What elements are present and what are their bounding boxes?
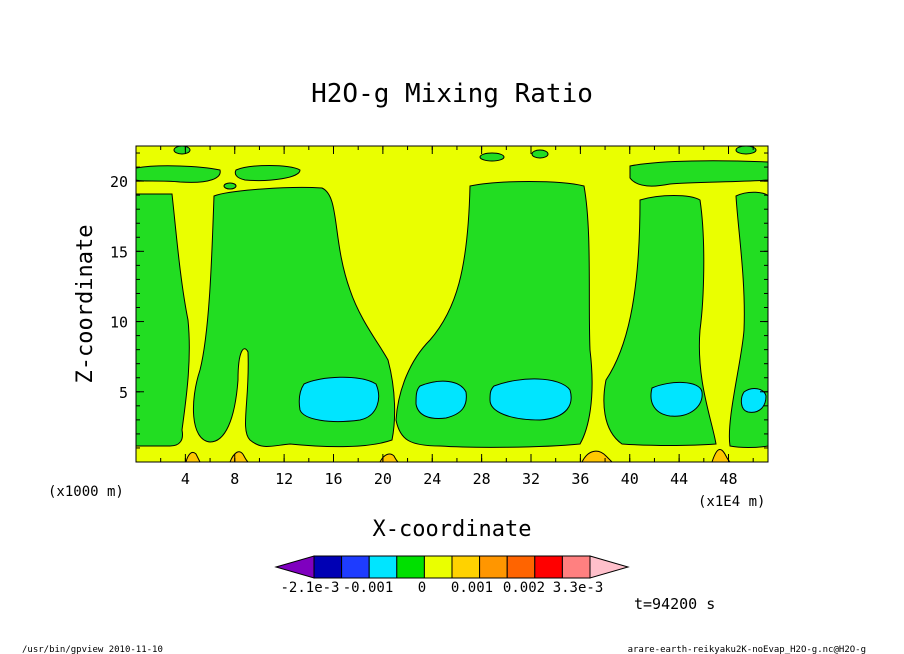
x-tick-label: 24 — [423, 470, 441, 488]
y-tick-label: 5 — [119, 384, 128, 402]
y-tick-label: 10 — [110, 314, 128, 332]
cyan-region-1 — [298, 376, 380, 423]
x-tick-label: 12 — [275, 470, 293, 488]
colorbar-over-triangle — [589, 555, 630, 579]
colorbar-swatch — [534, 555, 563, 579]
x-tick-label: 16 — [324, 470, 342, 488]
cyan-region-3 — [489, 378, 572, 421]
colorbar: -2.1e-3 -0.001 0 0.001 0.002 3.3e-3 — [274, 555, 630, 596]
colorbar-under-triangle — [274, 555, 315, 579]
colorbar-swatch — [423, 555, 453, 579]
y-axis: 5 10 15 20 — [110, 152, 768, 449]
colorbar-label: 3.3e-3 — [553, 580, 604, 596]
colorbar-swatch — [561, 555, 591, 579]
x-unit-left: (x1000 m) — [48, 484, 124, 500]
plot-area — [135, 145, 769, 463]
x-tick-label: 36 — [571, 470, 589, 488]
x-tick-label: 44 — [670, 470, 688, 488]
x-axis-label: X-coordinate — [373, 517, 532, 542]
green-strip-top-right — [629, 160, 769, 187]
y-tick-label: 15 — [110, 243, 128, 261]
green-blob-3 — [531, 149, 549, 159]
colorbar-label: -0.001 — [343, 580, 394, 596]
colorbar-swatch — [451, 555, 481, 579]
cyan-region-2 — [415, 380, 467, 419]
y-tick-label: 20 — [110, 173, 128, 191]
colorbar-swatch — [396, 555, 425, 579]
footer-left: /usr/bin/gpview 2010-11-10 — [22, 645, 163, 654]
x-tick-label: 28 — [473, 470, 491, 488]
colorbar-swatch — [313, 555, 343, 579]
cyan-contours — [298, 376, 767, 423]
x-tick-label: 8 — [230, 470, 239, 488]
green-blob-4 — [223, 182, 237, 190]
colorbar-swatch — [479, 555, 508, 579]
x-tick-label: 48 — [719, 470, 737, 488]
green-region-right — [728, 191, 769, 448]
colorbar-label: -2.1e-3 — [280, 580, 339, 596]
x-tick-label: 20 — [374, 470, 392, 488]
colorbar-swatch — [368, 555, 398, 579]
cyan-region-5 — [740, 388, 767, 413]
green-strip-top — [135, 165, 221, 183]
colorbar-label: 0 — [418, 580, 426, 596]
plot-frame — [135, 145, 769, 463]
x-tick-label: 32 — [522, 470, 540, 488]
colorbar-label: 0.001 — [451, 580, 493, 596]
x-tick-label: 4 — [181, 470, 190, 488]
x-tick-label: 40 — [621, 470, 639, 488]
x-axis: 4 8 12 16 20 24 28 32 36 40 44 48 — [135, 146, 754, 488]
colorbar-swatch — [341, 555, 370, 579]
cyan-region-4 — [650, 382, 703, 417]
green-blob-1 — [173, 145, 191, 155]
colorbar-swatch — [506, 555, 536, 579]
time-label: t=94200 s — [634, 595, 715, 613]
y-axis-label: Z-coordinate — [73, 225, 98, 384]
green-blob-2 — [479, 152, 505, 162]
green-strip-top-2 — [234, 165, 301, 181]
x-unit-right: (x1E4 m) — [698, 494, 765, 510]
colorbar-label: 0.002 — [503, 580, 545, 596]
chart-title: H2O-g Mixing Ratio — [311, 79, 593, 109]
green-region-left — [135, 193, 190, 447]
footer-right: arare-earth-reikyaku2K-noEvap_H2O-g.nc@H… — [628, 645, 866, 654]
